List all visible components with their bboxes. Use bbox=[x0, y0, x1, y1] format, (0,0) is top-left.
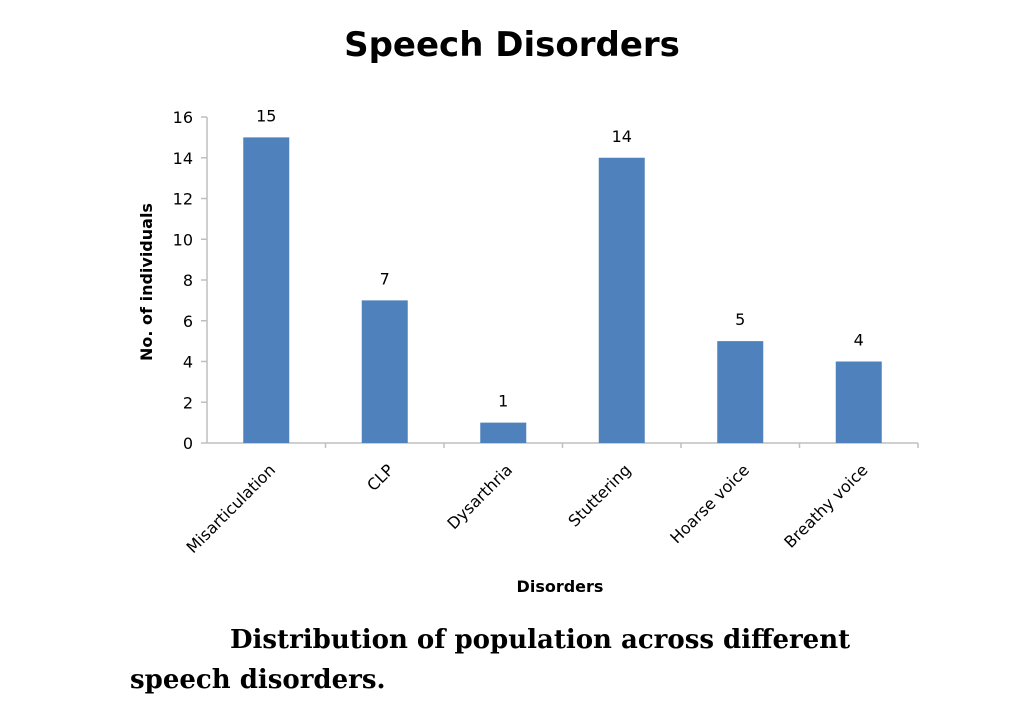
y-tick-label: 0 bbox=[183, 434, 193, 453]
x-tick-label: Misarticulation bbox=[183, 460, 280, 557]
x-tick-label: CLP bbox=[363, 460, 398, 495]
chart-title: Speech Disorders bbox=[344, 25, 680, 65]
y-tick-label: 8 bbox=[183, 271, 193, 290]
bar-clp bbox=[361, 300, 408, 443]
x-tick-label: Dysarthria bbox=[443, 460, 516, 533]
bar-dysarthria bbox=[480, 422, 527, 443]
x-tick-label: Stuttering bbox=[564, 460, 634, 530]
figure-caption: Distribution of population across differ… bbox=[130, 625, 851, 695]
y-tick-label: 2 bbox=[183, 393, 193, 412]
y-tick-label: 10 bbox=[173, 230, 193, 249]
plot-area: 0 2 4 6 8 10 12 14 16 15 Misarticulation 7 CLP 1 Dysar… bbox=[173, 106, 919, 557]
y-tick-label: 12 bbox=[173, 190, 193, 209]
x-tick-label: Breathy voice bbox=[780, 460, 871, 551]
data-label: 7 bbox=[380, 269, 390, 288]
bar-stuttering bbox=[598, 157, 645, 443]
y-tick-label: 16 bbox=[173, 108, 193, 127]
data-label: 1 bbox=[498, 392, 508, 411]
bar-breathy-voice bbox=[835, 361, 882, 443]
bar-misarticulation bbox=[243, 137, 290, 443]
data-label: 5 bbox=[735, 310, 745, 329]
data-label: 15 bbox=[256, 106, 276, 125]
x-tick-label: Hoarse voice bbox=[666, 460, 753, 547]
y-tick-label: 14 bbox=[173, 149, 193, 168]
data-label: 14 bbox=[612, 127, 632, 146]
y-tick-label: 6 bbox=[183, 312, 193, 331]
data-label: 4 bbox=[854, 331, 864, 350]
y-tick-label: 4 bbox=[183, 353, 193, 372]
y-axis-title: No. of individuals bbox=[137, 203, 156, 361]
bar-hoarse-voice bbox=[717, 341, 764, 443]
x-axis-title: Disorders bbox=[517, 577, 604, 596]
